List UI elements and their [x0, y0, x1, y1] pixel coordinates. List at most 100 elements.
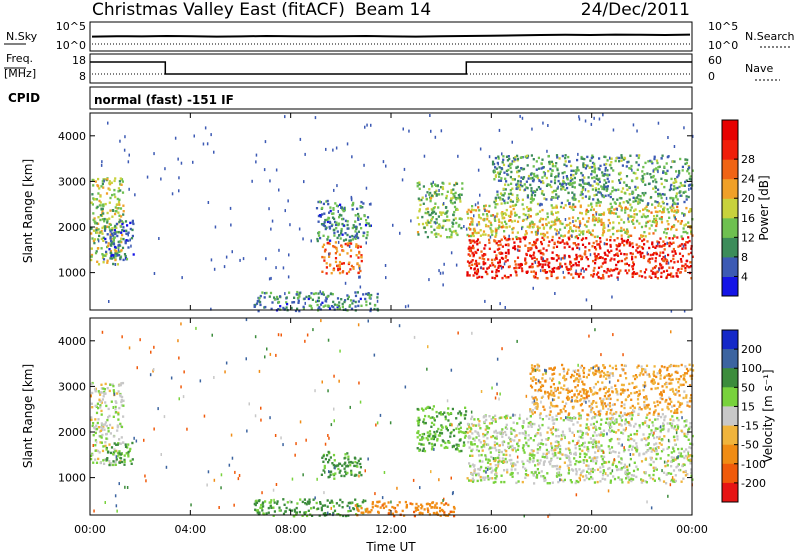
power-cell	[535, 188, 539, 191]
power-cell	[570, 265, 573, 268]
power-cell	[658, 210, 661, 213]
velocity-cell	[488, 459, 491, 462]
velocity-cell	[429, 416, 432, 420]
velocity-cell	[428, 442, 431, 445]
power-cell	[521, 219, 525, 222]
power-cell	[672, 188, 675, 191]
power-cell	[454, 196, 457, 200]
power-cell	[328, 220, 331, 224]
power-cell	[636, 246, 639, 250]
power-cell	[504, 212, 507, 215]
velocity-cell	[109, 432, 112, 435]
power-cell	[664, 179, 667, 182]
power-cell	[276, 295, 279, 299]
power-cell	[629, 215, 632, 218]
velocity-cell	[612, 430, 615, 433]
velocity-cell	[119, 422, 122, 426]
noise-right-tick-bottom: 10^0	[708, 39, 738, 52]
velocity-cell	[600, 403, 603, 406]
power-cell	[576, 166, 579, 169]
power-cell	[526, 196, 529, 199]
velocity-cell	[681, 455, 684, 458]
velocity-cell	[344, 461, 347, 464]
power-cell	[589, 231, 592, 234]
power-noise-cell	[555, 232, 557, 236]
power-cell	[519, 180, 522, 183]
power-cell	[273, 296, 276, 299]
velocity-cell	[545, 438, 548, 441]
velocity-cell	[524, 473, 527, 476]
power-cell	[102, 254, 105, 257]
power-cell	[500, 238, 503, 241]
power-cell	[495, 167, 498, 170]
power-cell	[582, 165, 585, 169]
power-cell	[598, 157, 601, 160]
power-cell	[467, 208, 470, 212]
power-cell	[451, 225, 454, 228]
power-cell	[597, 178, 600, 181]
power-cell	[494, 166, 497, 169]
velocity-cell	[328, 513, 331, 516]
power-cell	[689, 261, 692, 264]
velocity-cell	[640, 478, 643, 481]
velocity-cell	[336, 513, 339, 516]
velocity-cell	[518, 439, 521, 442]
velocity-cell	[525, 469, 528, 472]
power-cell	[685, 161, 688, 165]
velocity-cell	[329, 473, 332, 476]
power-cell	[653, 272, 656, 275]
velocity-cell	[346, 504, 349, 508]
power-cell	[666, 227, 669, 231]
velocity-cell	[666, 472, 669, 475]
velocity-cell	[583, 452, 586, 455]
power-cell	[551, 257, 554, 260]
velocity-cell	[535, 476, 539, 479]
power-cell	[541, 269, 545, 272]
power-cell	[685, 198, 688, 201]
power-noise-cell	[442, 271, 444, 275]
power-cell	[550, 204, 553, 207]
power-cell	[532, 270, 536, 273]
velocity-cell	[91, 406, 94, 409]
power-cell	[650, 176, 653, 179]
power-noise-cell	[344, 281, 347, 285]
freq-left-tick-bottom: 8	[79, 70, 86, 83]
power-cell	[540, 203, 543, 206]
power-cell	[587, 183, 591, 186]
power-cell	[449, 229, 452, 233]
power-cell	[336, 308, 339, 311]
velocity-cell	[430, 425, 433, 428]
power-cell	[495, 233, 498, 237]
velocity-cell	[627, 448, 630, 452]
power-cell	[532, 253, 535, 257]
power-cell	[656, 161, 659, 165]
velocity-cell	[379, 506, 382, 509]
velocity-cell	[129, 459, 132, 463]
power-cell	[357, 230, 360, 233]
power-cell	[603, 270, 606, 273]
power-cell	[587, 229, 590, 232]
velocity-cell	[521, 431, 524, 435]
power-cell	[661, 193, 664, 196]
power-cell	[506, 259, 509, 262]
power-noise-cell	[382, 160, 385, 164]
power-cell	[511, 187, 514, 190]
velocity-cell	[440, 432, 444, 435]
power-cell	[429, 191, 432, 195]
power-cell	[600, 265, 603, 268]
velocity-cell	[471, 415, 474, 418]
power-cell	[355, 225, 358, 228]
power-cell	[332, 300, 335, 304]
velocity-cell	[355, 474, 358, 477]
velocity-cell	[486, 475, 490, 478]
power-cell	[660, 266, 663, 270]
power-cell	[542, 238, 546, 241]
power-cell	[628, 186, 631, 189]
velocity-cell	[114, 408, 117, 411]
power-cell	[466, 272, 469, 275]
power-cell	[615, 248, 618, 251]
power-cell	[127, 231, 130, 234]
power-cell	[575, 253, 578, 257]
power-cell	[554, 228, 557, 231]
velocity-cell	[464, 406, 467, 409]
